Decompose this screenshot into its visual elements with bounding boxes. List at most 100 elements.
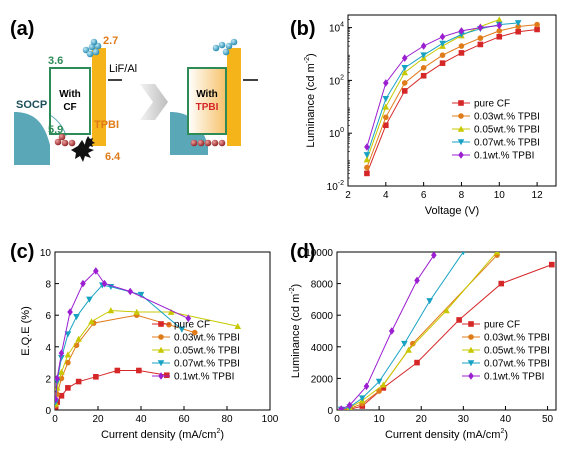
data-point <box>458 43 465 49</box>
y-tick-label: 4000 <box>311 343 334 354</box>
data-point <box>376 388 382 394</box>
data-point <box>364 143 370 151</box>
data-point <box>383 114 389 121</box>
data-point <box>388 327 395 335</box>
plot-area <box>55 267 242 410</box>
x-tick-label: 40 <box>135 414 147 425</box>
data-point <box>166 321 172 328</box>
data-point <box>420 52 427 59</box>
y-tick-label: 0 <box>45 406 51 417</box>
chart-d-luminance-vs-current: 0 10 20 30 40 50 0 2000 4000 6000 8000 10000 Current… <box>289 248 557 441</box>
hole <box>211 139 219 147</box>
panel-label-d: (d) <box>290 241 316 263</box>
data-point <box>431 252 437 259</box>
data-point <box>383 79 389 87</box>
legend-entry: 0.1wt.% TPBI <box>484 372 544 383</box>
x-axis-label: Current density (mA/cm2) <box>101 428 224 441</box>
data-point <box>75 335 82 342</box>
legend-entry: 0.1wt.% TPBI <box>474 151 534 162</box>
data-point <box>477 41 484 48</box>
x-tick-label: 10 <box>494 190 506 201</box>
legend-entry: 0.03wt.% TPBI <box>174 333 240 344</box>
hole <box>197 139 205 147</box>
data-point <box>93 374 99 380</box>
tpbi-lumo-level: 2.7 <box>103 35 118 47</box>
electron <box>88 43 96 51</box>
data-point <box>426 298 433 305</box>
process-arrow-icon <box>140 84 168 120</box>
cf-box <box>49 67 91 135</box>
y-tick-label: 0 <box>327 406 333 417</box>
x-tick-label: 20 <box>92 414 104 425</box>
legend-entry: 0.07wt.% TPBI <box>474 138 540 149</box>
series-line <box>366 29 538 174</box>
data-point <box>338 405 345 410</box>
data-point <box>178 326 186 333</box>
hole <box>190 139 198 147</box>
diagram-right-device: With TPBI <box>170 38 258 155</box>
legend-marker <box>157 346 165 353</box>
chart-b-luminance-vs-voltage: 2 4 6 8 10 12 10-2 100 102 104 Voltage (V) Luminanc… <box>304 14 557 217</box>
data-point <box>137 291 145 298</box>
y-axis-label: E.Q.E (%) <box>20 306 32 356</box>
data-point <box>496 33 503 40</box>
data-point <box>458 27 465 35</box>
electron <box>86 50 94 58</box>
y-tick-label: 102 <box>329 74 344 87</box>
data-point <box>414 276 420 285</box>
lif-al-label: LiF/Al <box>109 63 137 75</box>
data-point <box>363 152 371 159</box>
data-point <box>410 340 416 347</box>
y-tick-label: 4 <box>45 343 51 354</box>
socp-label: SOCP <box>16 99 47 111</box>
y-tick-label: 10000 <box>305 248 333 259</box>
plot-area <box>363 16 540 177</box>
x-tick-label: 60 <box>178 414 190 425</box>
x-tick-label: 80 <box>221 414 233 425</box>
series-line <box>55 284 183 403</box>
chart-c-eqe-vs-current: 0 20 40 60 80 100 0 2 4 6 8 10 Current density (mA/c… <box>20 248 279 441</box>
data-point <box>405 346 412 353</box>
x-tick-label: 30 <box>458 414 470 425</box>
data-point <box>55 399 60 405</box>
cf-box-label-cf: CF <box>63 102 76 113</box>
plot-area <box>337 252 555 410</box>
x-tick-label: 40 <box>500 414 512 425</box>
series-line <box>55 370 167 407</box>
data-point <box>496 21 503 30</box>
data-point <box>534 21 540 28</box>
data-point <box>493 252 501 255</box>
x-tick-label: 10 <box>374 414 386 425</box>
data-point <box>55 374 60 383</box>
legend-marker <box>158 321 164 327</box>
data-point <box>380 381 387 388</box>
quench-star-icon <box>84 136 95 149</box>
legend-marker <box>467 346 475 353</box>
y-axis-label: Luminance (cd m-2) <box>304 53 317 147</box>
electrons-left <box>82 38 102 58</box>
data-point <box>382 96 390 103</box>
data-point <box>358 395 366 402</box>
x-tick-label: 50 <box>542 414 554 425</box>
tpbi-doped-box <box>187 67 227 135</box>
data-point <box>58 368 65 375</box>
data-point <box>382 103 390 110</box>
data-point <box>58 355 65 362</box>
data-point <box>495 16 503 23</box>
x-tick-label: 4 <box>383 190 389 201</box>
data-point <box>514 20 522 27</box>
data-point <box>73 313 80 321</box>
x-tick-label: 0 <box>334 414 340 425</box>
cf-lumo-level: 3.6 <box>48 55 63 67</box>
x-tick-label: 12 <box>532 190 544 201</box>
y-tick-label: 104 <box>329 22 344 35</box>
electron <box>222 48 230 56</box>
legend-marker <box>468 372 474 380</box>
data-point <box>64 351 72 358</box>
data-point <box>456 317 462 323</box>
hole <box>61 139 69 147</box>
panel-label-c: (c) <box>10 241 34 263</box>
data-point <box>477 23 484 32</box>
legend-marker <box>458 151 464 159</box>
legend-entry: 0.07wt.% TPBI <box>484 359 550 370</box>
